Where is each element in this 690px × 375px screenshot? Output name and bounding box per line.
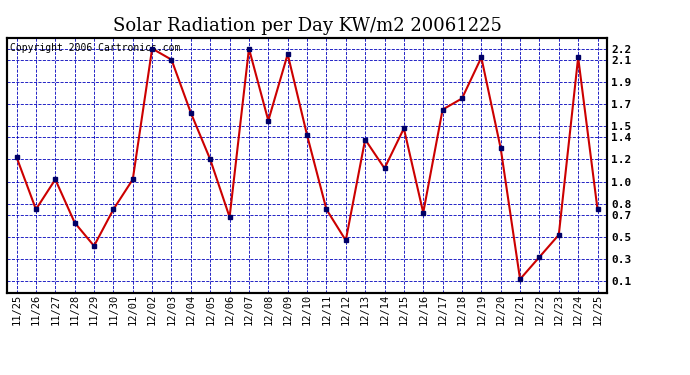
Title: Solar Radiation per Day KW/m2 20061225: Solar Radiation per Day KW/m2 20061225 <box>112 16 502 34</box>
Text: Copyright 2006 Cartronics.com: Copyright 2006 Cartronics.com <box>10 43 180 52</box>
